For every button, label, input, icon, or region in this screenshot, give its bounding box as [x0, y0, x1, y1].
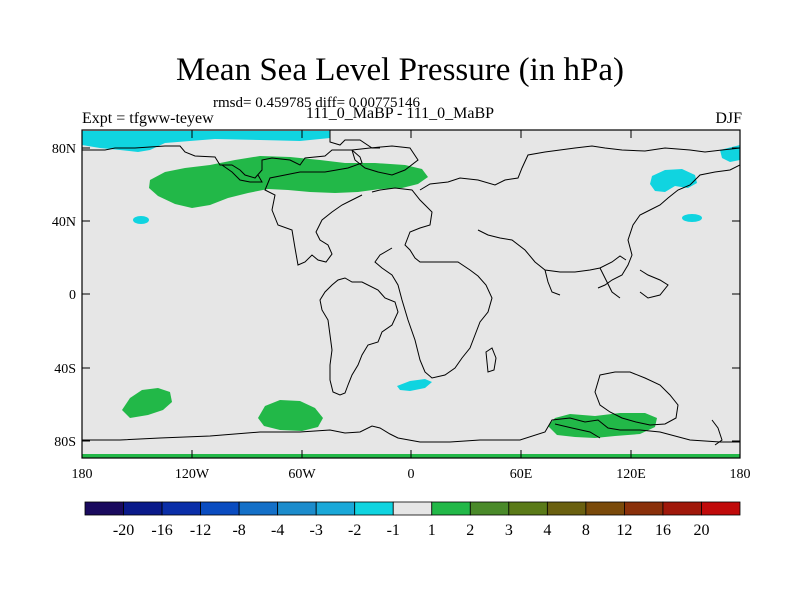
colorbar-swatch: [662, 501, 702, 516]
experiment-label: Expt = tfgww-teyew: [82, 110, 214, 127]
colorbar-label: 20: [693, 522, 709, 539]
colorbar-label: -4: [271, 522, 284, 539]
season-label: DJF: [715, 110, 742, 127]
y-tick-label: 40N: [52, 215, 76, 230]
y-tick-label: 0: [69, 288, 76, 303]
x-tick-label: 180: [730, 467, 751, 482]
colorbar-swatch: [701, 501, 741, 516]
anomaly-negative-pacific-nw: [133, 216, 149, 224]
colorbar-swatch: [546, 501, 587, 516]
x-tick-label: 120W: [175, 467, 210, 482]
anomaly-positive-south-pacific: [122, 388, 172, 418]
anomaly-negative-arctic-north: [82, 131, 330, 152]
colorbar-label: -20: [113, 522, 134, 539]
colorbar-label: 8: [582, 522, 590, 539]
anomaly-negative-siberia: [650, 169, 697, 192]
period-label: 111_0_MaBP - 111_0_MaBP: [305, 105, 495, 122]
coastlines: [82, 130, 740, 446]
colorbar-label: 3: [505, 522, 513, 539]
colorbar-swatch: [315, 501, 356, 516]
stats-line: rmsd= 0.459785 diff= 0.00775146: [213, 95, 421, 111]
x-tick-label: 180: [72, 467, 93, 482]
x-tick-label: 0: [408, 467, 415, 482]
colorbar-swatch: [624, 501, 664, 516]
anomaly-positive-north-atlantic: [149, 156, 428, 208]
anomaly-positive-south-atlantic-west: [258, 400, 323, 431]
colorbar-label: -8: [232, 522, 245, 539]
colorbar-swatch: [354, 501, 394, 516]
colorbar-swatch: [508, 501, 548, 516]
colorbar: -20 -16 -12 -8 -4 -3 -2 -1 1 2 3 4 8 12 16 20: [84, 501, 741, 539]
colorbar-swatch: [585, 501, 625, 516]
x-tick-label: 60W: [288, 467, 316, 482]
y-tick-label: 80S: [54, 435, 76, 450]
colorbar-label: -3: [310, 522, 323, 539]
colorbar-swatch: [161, 501, 201, 516]
x-tick-label: 120E: [616, 467, 646, 482]
colorbar-label: 4: [543, 522, 551, 539]
colorbar-label: 2: [466, 522, 474, 539]
colorbar-swatch: [84, 501, 124, 516]
colorbar-swatch: [277, 501, 317, 516]
colorbar-swatch: [238, 501, 279, 516]
y-axis: [82, 147, 740, 442]
x-tick-label: 60E: [510, 467, 533, 482]
anomaly-negative-pacific-ne: [682, 214, 702, 222]
colorbar-swatch: [200, 501, 240, 516]
colorbar-label: -2: [348, 522, 361, 539]
colorbar-swatch: [469, 501, 510, 516]
y-tick-label: 40S: [54, 362, 76, 377]
map-title: Mean Sea Level Pressure (in hPa): [175, 52, 625, 88]
colorbar-label: -12: [190, 522, 211, 539]
colorbar-swatch: [392, 501, 433, 516]
colorbar-label: -1: [387, 522, 400, 539]
colorbar-label: 12: [616, 522, 632, 539]
colorbar-swatch: [123, 501, 163, 516]
colorbar-label: -16: [151, 522, 172, 539]
x-axis: [81, 130, 741, 458]
colorbar-swatch: [431, 501, 471, 516]
anomaly-negative-south-atlantic: [397, 379, 432, 391]
colorbar-label: 16: [655, 522, 671, 539]
colorbar-label: 1: [428, 522, 436, 539]
y-tick-label: 80N: [52, 142, 76, 157]
